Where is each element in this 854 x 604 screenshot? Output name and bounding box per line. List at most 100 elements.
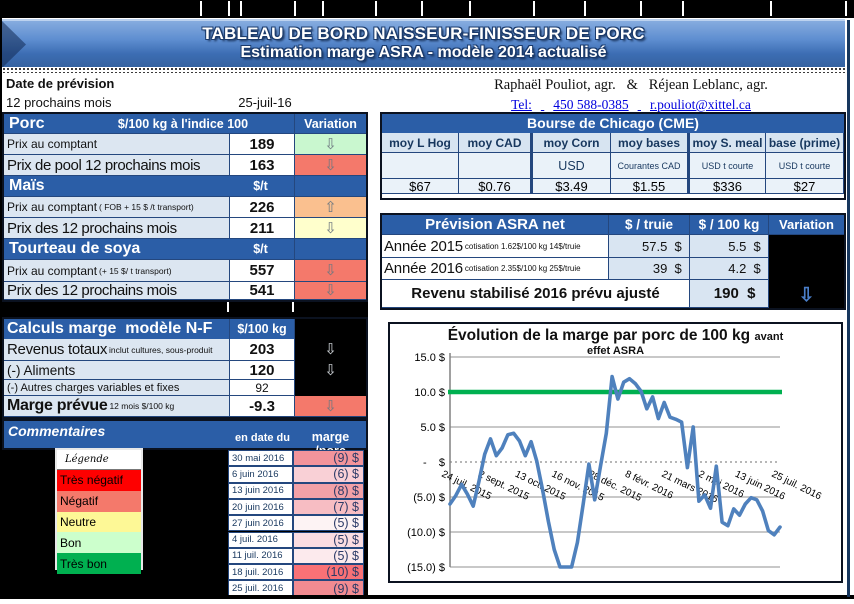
- table-gap-strip: [2, 302, 368, 317]
- arrow-down-icon: ⇩: [798, 285, 815, 306]
- margin-calc-table: Calculs marge modèle N-F $/100 kg Revenu…: [2, 317, 368, 419]
- asra-total-value[interactable]: 190 $: [690, 280, 769, 308]
- asra-year-note: cotisation 2.35$/100 kg 25$/truie: [464, 264, 581, 273]
- chart-series-line: [448, 374, 782, 569]
- calc-value-cell[interactable]: -9.3: [230, 396, 295, 417]
- comment-row: 27 juin 2016 (5) $: [2, 515, 368, 532]
- forecast-date-value[interactable]: 25-juil-16: [238, 95, 292, 110]
- calc-label-cell: Marge prévue 12 mois $/100 kg: [4, 396, 230, 417]
- cme-values-row: $67 $0.76 $3.49 $1.55 $336 $27: [382, 179, 844, 194]
- cme-column-value[interactable]: $1.55: [611, 179, 688, 194]
- price-label-cell: Prix au comptant( FOB + 15 $ /t transpor…: [4, 197, 230, 218]
- prices-table: Porc $/100 kg à l'indice 100 Variation Prix…: [2, 112, 368, 302]
- asra-truie-value[interactable]: 57.5 $: [609, 235, 690, 258]
- price-label-cell: Prix des 12 prochains mois: [4, 218, 230, 239]
- variation-cell: ⇩: [295, 260, 366, 282]
- price-value-cell[interactable]: 163: [230, 155, 295, 176]
- calc-value-cell[interactable]: 92: [230, 380, 295, 396]
- tel-number[interactable]: 450 588-0385: [553, 97, 629, 112]
- authors-line: Raphaël Pouliot, agr. & Réjean Leblanc, …: [494, 77, 768, 93]
- asra-row-2015: Année 2015 cotisation 1.62$/100 kg 14$/t…: [382, 235, 844, 258]
- section-title: Porc: [9, 114, 45, 132]
- cme-column-value[interactable]: $0.76: [459, 179, 531, 194]
- cme-column-header: base (prime): [766, 133, 844, 153]
- arrow-down-icon: ⇩: [324, 362, 337, 379]
- asra-table: Prévision ASRA net $ / truie $ / 100 kg …: [380, 213, 846, 310]
- calc-row: (-) Autres charges variables et fixes 92: [4, 380, 366, 396]
- price-table-row: Maïs $/t: [4, 176, 366, 197]
- variation-header-cell: [295, 176, 366, 197]
- asra-kg-header: $ / 100 kg: [690, 215, 769, 235]
- margin-chart: Évolution de la marge par porc de 100 kg…: [388, 322, 843, 583]
- asra-variation-header: Variation: [769, 215, 844, 235]
- calc-label: Marge prévue: [7, 397, 108, 414]
- comment-marge-cell: (9) $: [293, 450, 364, 467]
- asra-header-row: Prévision ASRA net $ / truie $ / 100 kg …: [382, 215, 844, 235]
- cme-column-value[interactable]: $27: [766, 179, 844, 194]
- price-value-cell[interactable]: 541: [230, 282, 295, 300]
- price-label-cell: Prix des 12 prochains mois: [4, 282, 230, 300]
- cme-header-row: moy L Hog moy CAD moy Corn moy bases moy S. …: [382, 133, 844, 153]
- chart-title-suffix: avant: [754, 331, 784, 343]
- price-label: Prix de pool 12 prochains mois: [7, 156, 201, 174]
- chart-title-line: Évolution de la marge par porc de 100 kg…: [390, 327, 841, 345]
- cme-column-header: moy S. meal: [688, 133, 766, 153]
- price-value-cell[interactable]: 557: [230, 260, 295, 282]
- arrow-down-icon: ⇩: [324, 219, 337, 237]
- dotted-separator: [2, 67, 845, 73]
- cme-column-subheader: [382, 153, 459, 179]
- calc-value-cell[interactable]: 120: [230, 361, 295, 380]
- arrow-down-icon: ⇩: [324, 156, 337, 174]
- forecast-period-label: 12 prochains mois: [6, 95, 112, 110]
- price-value-cell[interactable]: 189: [230, 134, 295, 155]
- cme-column-value[interactable]: $3.49: [531, 179, 611, 194]
- left-border: [0, 18, 2, 598]
- asra-variation-cell: ⇩: [769, 235, 844, 308]
- comment-date-cell: 18 juil. 2016: [228, 564, 293, 581]
- price-value-cell[interactable]: 226: [230, 197, 295, 218]
- asra-kg-value[interactable]: 4.2 $: [690, 258, 769, 280]
- legend-item: Très bon: [57, 553, 141, 574]
- cme-column-subheader: USD t courte: [766, 153, 844, 179]
- variation-cell: ⇩: [295, 134, 366, 155]
- email-link[interactable]: r.pouliot@xittel.ca: [650, 97, 751, 112]
- price-value-cell[interactable]: 211: [230, 218, 295, 239]
- price-label: Prix au comptant: [7, 137, 98, 151]
- section-title: Maïs: [9, 177, 45, 194]
- asra-truie-value[interactable]: 39 $: [609, 258, 690, 280]
- chart-axis-label: - $: [423, 457, 445, 469]
- cme-column-value[interactable]: $336: [688, 179, 766, 194]
- price-table-row: Prix de pool 12 prochains mois 163 ⇩: [4, 155, 366, 176]
- cme-title: Bourse de Chicago (CME): [382, 114, 844, 133]
- cme-column-value[interactable]: $67: [382, 179, 459, 194]
- chart-axis-label: 15.0 $: [414, 352, 445, 364]
- legend-item: Négatif: [57, 490, 141, 512]
- calc-variation-black-column: ⇩ ⇩: [295, 339, 366, 396]
- comment-marge-cell: (6) $: [293, 466, 364, 483]
- comment-date-cell: 6 juin 2016: [228, 466, 293, 483]
- asra-total-label: Revenu stabilisé 2016 prévu ajusté: [382, 280, 690, 308]
- legend-item: Neutre: [57, 511, 141, 533]
- right-border-line: [847, 20, 850, 597]
- asra-year-label: Année 2016: [384, 260, 463, 277]
- chart-title: Évolution de la marge par porc de 100 kg: [447, 327, 751, 344]
- calc-label-cell: (-) Aliments: [4, 361, 230, 380]
- cme-table: Bourse de Chicago (CME) moy L Hog moy CAD…: [380, 112, 846, 200]
- calc-value-cell[interactable]: 203: [230, 339, 295, 361]
- price-label: Prix des 12 prochains mois: [7, 219, 177, 237]
- price-label: Prix au comptant: [7, 263, 98, 278]
- comment-date-cell: 13 juin 2016: [228, 482, 293, 499]
- variation-cell: ⇩: [295, 396, 366, 417]
- comment-marge-cell: (8) $: [293, 482, 364, 499]
- bottom-border: [0, 595, 854, 599]
- comment-marge-cell: (5) $: [293, 531, 364, 548]
- asra-title: Prévision ASRA net: [382, 215, 609, 235]
- forecast-date-label: Date de prévision: [6, 76, 115, 91]
- price-note: ( FOB + 15 $ /t transport): [99, 202, 194, 212]
- asra-kg-value[interactable]: 5.5 $: [690, 235, 769, 258]
- cme-column-subheader: USD t courte: [688, 153, 766, 179]
- asra-row-label: Année 2016 cotisation 2.35$/100 kg 25$/t…: [382, 258, 609, 280]
- legend-item: Bon: [57, 532, 141, 554]
- asra-year-label: Année 2015: [384, 237, 463, 255]
